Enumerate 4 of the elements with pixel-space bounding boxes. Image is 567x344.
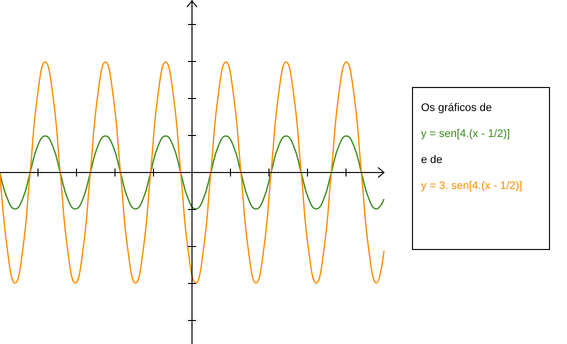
text: y = 3. sen[4.(x - 1/2)] (421, 180, 524, 192)
text: y = sen[4.(x - 1/2)] (421, 128, 511, 140)
text: Os gráficos de (421, 102, 493, 114)
text: e de (421, 154, 444, 166)
